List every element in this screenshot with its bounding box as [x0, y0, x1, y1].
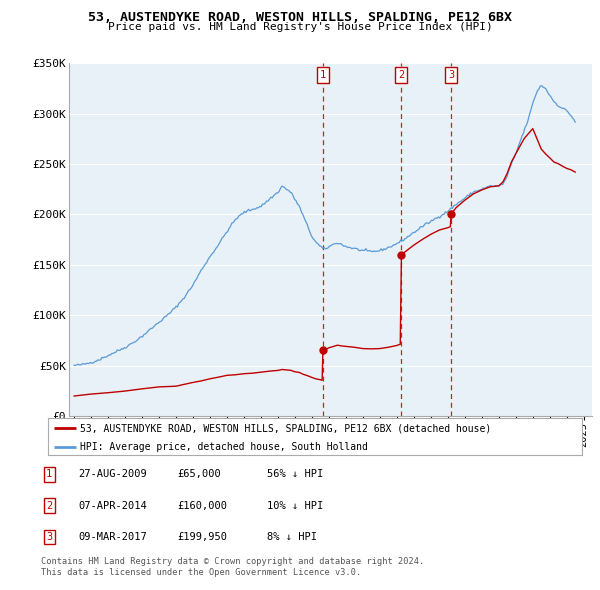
Text: 2: 2: [46, 501, 52, 510]
Text: 1: 1: [320, 70, 326, 80]
Text: £65,000: £65,000: [177, 470, 221, 479]
Text: Price paid vs. HM Land Registry's House Price Index (HPI): Price paid vs. HM Land Registry's House …: [107, 22, 493, 32]
Text: Contains HM Land Registry data © Crown copyright and database right 2024.: Contains HM Land Registry data © Crown c…: [41, 558, 424, 566]
Text: £160,000: £160,000: [177, 501, 227, 510]
Text: 3: 3: [46, 532, 52, 542]
Text: 53, AUSTENDYKE ROAD, WESTON HILLS, SPALDING, PE12 6BX: 53, AUSTENDYKE ROAD, WESTON HILLS, SPALD…: [88, 11, 512, 24]
Text: £199,950: £199,950: [177, 532, 227, 542]
Text: 56% ↓ HPI: 56% ↓ HPI: [267, 470, 323, 479]
Text: 07-APR-2014: 07-APR-2014: [78, 501, 147, 510]
Text: 53, AUSTENDYKE ROAD, WESTON HILLS, SPALDING, PE12 6BX (detached house): 53, AUSTENDYKE ROAD, WESTON HILLS, SPALD…: [80, 424, 491, 433]
Text: 1: 1: [46, 470, 52, 479]
Text: 3: 3: [448, 70, 454, 80]
Text: This data is licensed under the Open Government Licence v3.0.: This data is licensed under the Open Gov…: [41, 568, 361, 577]
Text: 09-MAR-2017: 09-MAR-2017: [78, 532, 147, 542]
Text: 10% ↓ HPI: 10% ↓ HPI: [267, 501, 323, 510]
Text: 8% ↓ HPI: 8% ↓ HPI: [267, 532, 317, 542]
Text: 27-AUG-2009: 27-AUG-2009: [78, 470, 147, 479]
Text: HPI: Average price, detached house, South Holland: HPI: Average price, detached house, Sout…: [80, 442, 368, 453]
Text: 2: 2: [398, 70, 404, 80]
